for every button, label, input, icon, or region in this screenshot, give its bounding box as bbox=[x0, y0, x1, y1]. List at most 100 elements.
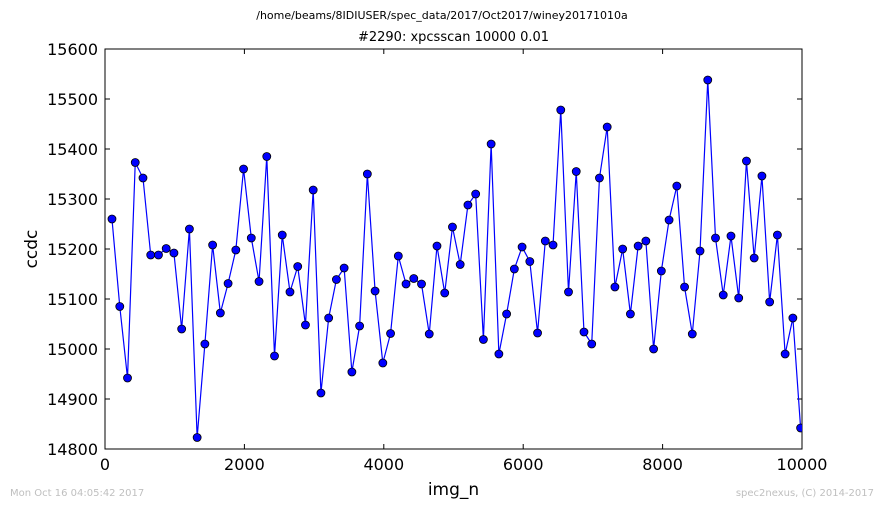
x-tick-label: 8000 bbox=[642, 455, 683, 474]
x-tick-label: 10000 bbox=[777, 455, 828, 474]
data-point bbox=[610, 282, 620, 292]
data-point bbox=[502, 309, 512, 319]
y-tick-label: 15100 bbox=[47, 290, 98, 309]
data-point bbox=[734, 293, 744, 303]
data-point bbox=[533, 328, 542, 338]
data-point bbox=[494, 349, 504, 359]
x-tick-label: 2000 bbox=[224, 455, 265, 474]
data-point bbox=[471, 189, 481, 199]
data-point bbox=[432, 241, 442, 251]
data-point bbox=[548, 240, 558, 250]
data-point bbox=[587, 339, 597, 349]
data-point bbox=[409, 274, 419, 283]
data-point bbox=[347, 367, 357, 377]
x-axis-label: img_n bbox=[428, 480, 479, 500]
data-point bbox=[154, 250, 163, 260]
data-point bbox=[680, 282, 689, 292]
data-point bbox=[262, 152, 272, 161]
y-tick-label: 15600 bbox=[47, 40, 98, 59]
data-point bbox=[796, 423, 802, 433]
data-point bbox=[664, 215, 674, 225]
data-point bbox=[525, 257, 535, 266]
y-tick-label: 14800 bbox=[47, 440, 98, 459]
data-point bbox=[370, 286, 380, 296]
data-point bbox=[556, 105, 566, 115]
data-point bbox=[788, 313, 798, 323]
data-point bbox=[656, 266, 666, 276]
data-point bbox=[757, 171, 767, 181]
data-point bbox=[293, 262, 303, 271]
data-point bbox=[540, 236, 550, 246]
data-point bbox=[386, 329, 395, 338]
chart-title: #2290: xpcsscan 10000 0.01 bbox=[357, 30, 550, 45]
data-point bbox=[161, 244, 171, 253]
x-tick-label: 0 bbox=[100, 455, 110, 474]
data-point bbox=[417, 279, 426, 289]
data-point bbox=[123, 373, 132, 383]
data-point bbox=[362, 169, 372, 179]
data-point bbox=[618, 244, 628, 254]
y-tick-label: 15300 bbox=[47, 190, 98, 209]
data-point bbox=[107, 214, 117, 224]
data-point bbox=[595, 173, 604, 183]
data-point bbox=[711, 233, 720, 243]
data-point bbox=[339, 263, 349, 273]
data-point bbox=[115, 302, 125, 311]
data-point bbox=[285, 287, 295, 297]
data-point bbox=[130, 158, 140, 167]
file-path-suptitle: /home/beams/8IDIUSER/spec_data/2017/Oct2… bbox=[256, 9, 628, 22]
series-line bbox=[111, 79, 802, 438]
x-tick-label: 4000 bbox=[363, 455, 404, 474]
y-tick-label: 15400 bbox=[47, 140, 98, 159]
data-point bbox=[440, 288, 450, 298]
data-point bbox=[486, 139, 496, 149]
data-point bbox=[625, 309, 635, 319]
data-point bbox=[378, 358, 388, 368]
data-point bbox=[277, 230, 287, 240]
data-point bbox=[687, 329, 697, 339]
data-point bbox=[780, 349, 790, 359]
data-point bbox=[146, 250, 156, 260]
data-point bbox=[424, 329, 434, 339]
axis-labels: img_n ccdc bbox=[22, 230, 479, 500]
data-point bbox=[223, 279, 233, 288]
data-point bbox=[448, 222, 457, 232]
data-point bbox=[517, 242, 527, 252]
tick-labels: 0 2000 4000 6000 8000 10000 14800 14900 15000 151… bbox=[47, 40, 827, 474]
data-point bbox=[308, 185, 318, 195]
data-point bbox=[316, 388, 326, 398]
data-point bbox=[301, 320, 310, 330]
data-point bbox=[602, 122, 612, 132]
data-point bbox=[649, 344, 659, 354]
y-tick-label: 15000 bbox=[47, 340, 98, 359]
data-point bbox=[463, 200, 473, 210]
data-point bbox=[571, 167, 581, 176]
y-axis-label: ccdc bbox=[22, 230, 42, 269]
data-point bbox=[726, 231, 736, 241]
data-point bbox=[749, 253, 759, 263]
data-point bbox=[718, 290, 728, 300]
data-point bbox=[208, 240, 218, 250]
data-point bbox=[672, 181, 682, 191]
data-point bbox=[455, 260, 465, 269]
data-point bbox=[579, 327, 589, 337]
data-point bbox=[332, 275, 341, 284]
data-point bbox=[509, 264, 519, 274]
data-point bbox=[246, 233, 256, 243]
data-point bbox=[200, 339, 210, 349]
data-point bbox=[192, 433, 202, 442]
data-point bbox=[270, 351, 279, 361]
data-point bbox=[215, 308, 225, 318]
axis-ticks bbox=[104, 48, 803, 450]
data-point bbox=[254, 277, 264, 286]
data-point bbox=[231, 245, 241, 255]
data-point bbox=[633, 241, 643, 251]
y-tick-label: 15200 bbox=[47, 240, 98, 259]
data-point bbox=[138, 173, 148, 183]
data-point bbox=[772, 230, 782, 240]
footer-credit: spec2nexus, (C) 2014-2017 bbox=[735, 488, 874, 499]
x-tick-label: 6000 bbox=[503, 455, 544, 474]
series-layer bbox=[107, 75, 802, 442]
footer-timestamp: Mon Oct 16 04:05:42 2017 bbox=[10, 488, 145, 499]
